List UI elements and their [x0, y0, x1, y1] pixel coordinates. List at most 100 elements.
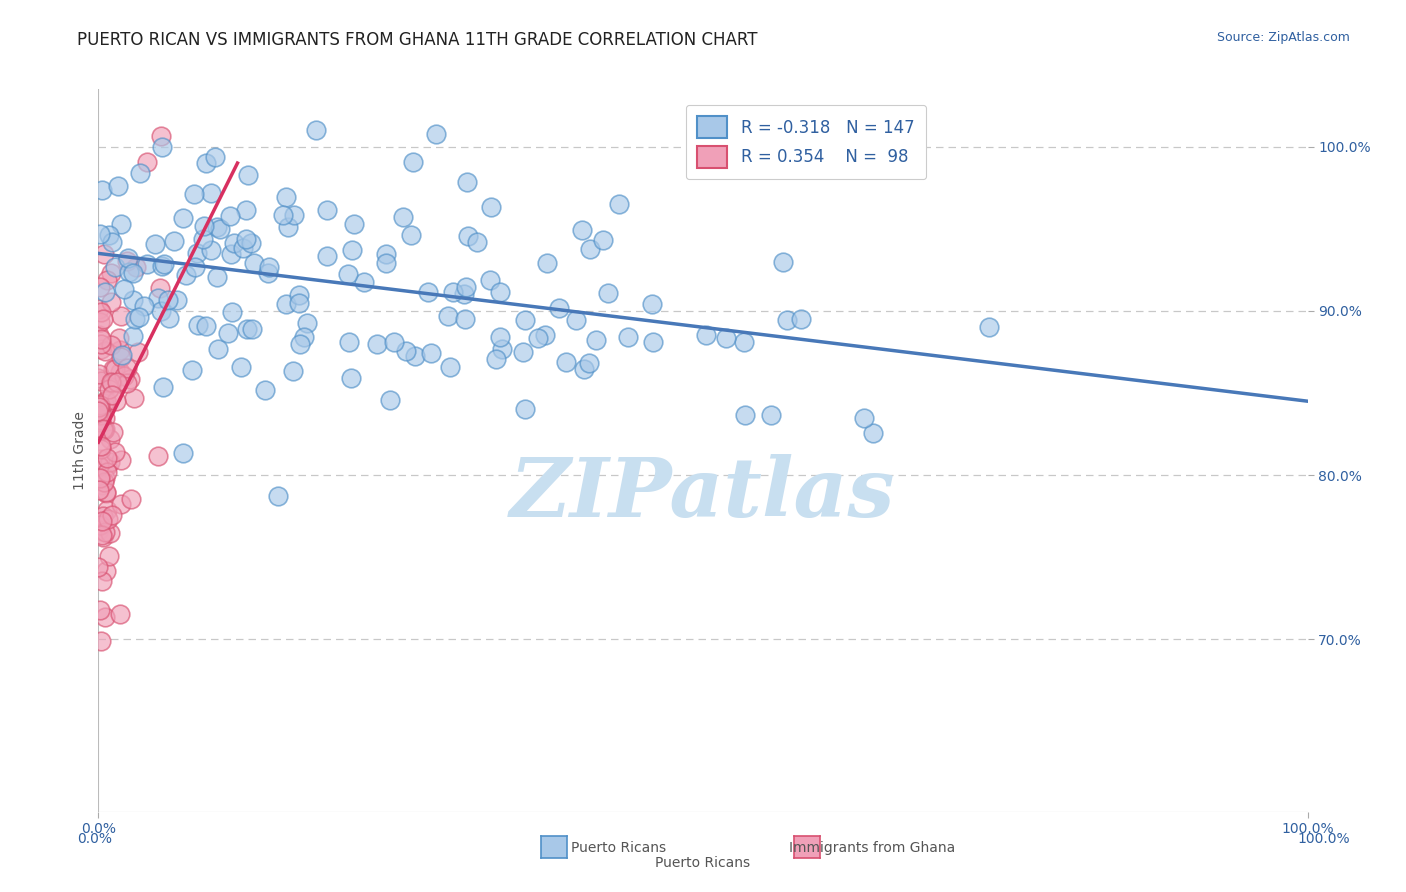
- Y-axis label: 11th Grade: 11th Grade: [73, 411, 87, 490]
- Text: PUERTO RICAN VS IMMIGRANTS FROM GHANA 11TH GRADE CORRELATION CHART: PUERTO RICAN VS IMMIGRANTS FROM GHANA 11…: [77, 31, 758, 49]
- Point: [93, 396, 115, 410]
- Point: [93, 471, 115, 485]
- Point: [862, 425, 884, 440]
- Point: [89, 398, 111, 412]
- Point: [200, 243, 222, 257]
- Point: [100, 294, 122, 309]
- Point: [87, 458, 110, 473]
- Point: [453, 286, 475, 301]
- Point: [87, 328, 110, 343]
- Point: [402, 155, 425, 169]
- Point: [548, 301, 571, 315]
- Point: [366, 337, 388, 351]
- Point: [200, 186, 222, 201]
- Point: [97, 228, 120, 243]
- Point: [733, 334, 755, 349]
- Point: [695, 327, 717, 342]
- Point: [416, 285, 439, 299]
- Point: [439, 360, 461, 375]
- Point: [243, 256, 266, 270]
- Point: [641, 335, 664, 350]
- Point: [120, 491, 142, 506]
- Point: [91, 530, 114, 544]
- Point: [512, 345, 534, 359]
- Point: [87, 371, 110, 385]
- Point: [89, 523, 111, 537]
- Point: [90, 342, 112, 356]
- Point: [342, 218, 364, 232]
- Point: [90, 442, 112, 456]
- Point: [101, 376, 124, 390]
- Point: [89, 367, 111, 381]
- Point: [89, 517, 111, 532]
- Point: [579, 242, 602, 256]
- Point: [207, 219, 229, 234]
- Point: [97, 549, 120, 563]
- Point: [485, 352, 508, 367]
- Point: [592, 234, 614, 248]
- Point: [91, 312, 114, 326]
- Point: [105, 375, 128, 389]
- Point: [121, 293, 143, 307]
- Point: [166, 293, 188, 308]
- Point: [135, 257, 157, 271]
- Point: [274, 297, 297, 311]
- Point: [277, 219, 299, 234]
- Point: [395, 343, 418, 358]
- Point: [96, 451, 118, 466]
- Point: [491, 342, 513, 356]
- Point: [515, 401, 537, 416]
- Point: [454, 312, 477, 326]
- Point: [112, 282, 135, 296]
- Point: [89, 227, 111, 241]
- Point: [294, 330, 316, 344]
- Point: [150, 129, 173, 144]
- Point: [257, 260, 280, 274]
- Point: [572, 362, 595, 376]
- Point: [163, 234, 186, 248]
- Text: 0.0%: 0.0%: [77, 832, 112, 846]
- Point: [374, 247, 396, 261]
- Point: [89, 603, 111, 617]
- Point: [94, 610, 117, 624]
- Point: [392, 211, 415, 225]
- Point: [598, 286, 620, 301]
- Point: [87, 560, 110, 574]
- Point: [607, 197, 630, 211]
- Point: [232, 241, 254, 255]
- Point: [441, 285, 464, 300]
- Point: [93, 475, 115, 490]
- Point: [852, 411, 875, 425]
- Point: [96, 485, 118, 500]
- Point: [143, 237, 166, 252]
- Point: [382, 334, 405, 349]
- Point: [149, 281, 172, 295]
- Point: [150, 259, 173, 273]
- Point: [454, 279, 477, 293]
- Point: [527, 331, 550, 345]
- Point: [204, 150, 226, 164]
- Point: [457, 229, 479, 244]
- Point: [111, 348, 134, 362]
- Point: [100, 266, 122, 280]
- Point: [219, 209, 242, 223]
- Point: [236, 322, 259, 336]
- Point: [107, 331, 129, 345]
- Point: [184, 260, 207, 274]
- Point: [89, 302, 111, 317]
- Point: [89, 415, 111, 429]
- Point: [315, 203, 337, 218]
- Point: [118, 264, 141, 278]
- Point: [117, 251, 139, 265]
- Point: [94, 524, 117, 539]
- Point: [104, 394, 127, 409]
- Point: [128, 166, 150, 180]
- Point: [97, 382, 120, 396]
- Point: [340, 370, 363, 384]
- Point: [150, 140, 173, 154]
- Point: [120, 372, 142, 386]
- Point: [399, 228, 422, 243]
- Point: [287, 296, 309, 310]
- Point: [337, 335, 360, 350]
- Point: [219, 247, 242, 261]
